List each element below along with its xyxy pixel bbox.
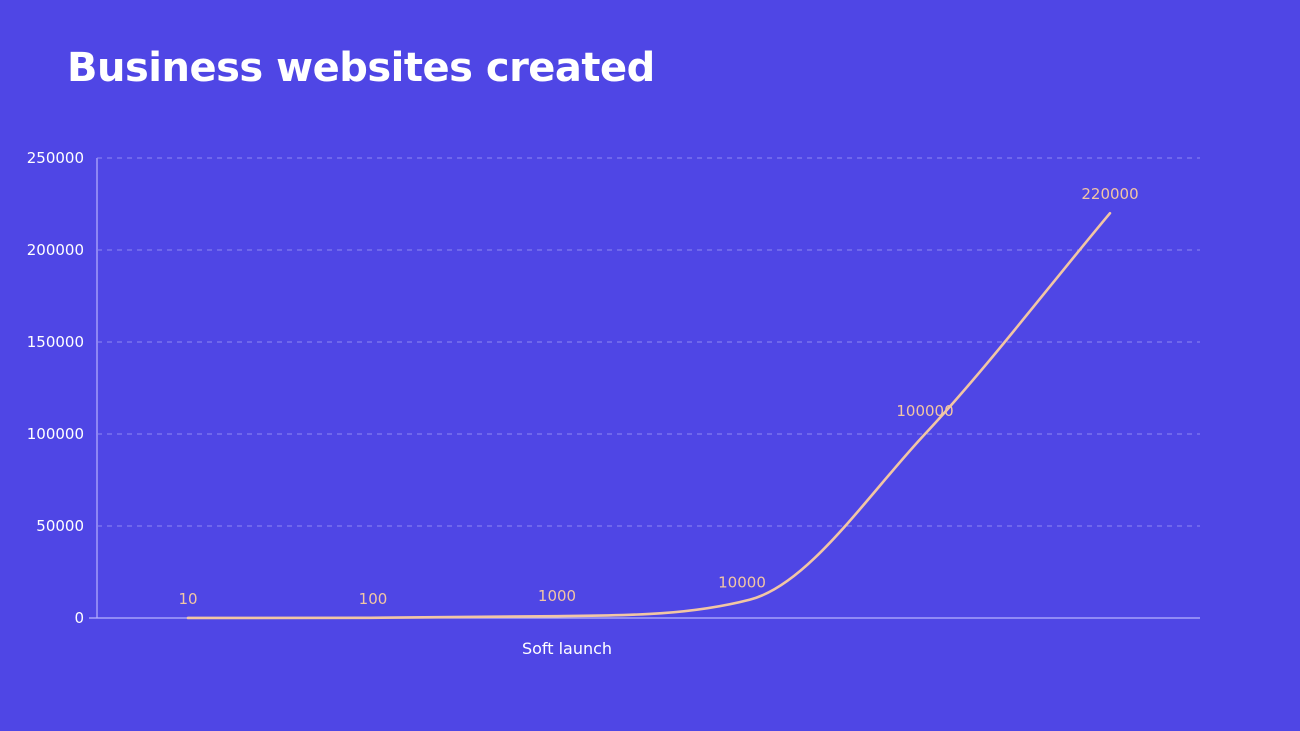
data-label: 10 (178, 590, 197, 608)
y-tick-label: 250000 (27, 149, 84, 167)
series-line (186, 211, 1112, 620)
data-label: 100000 (896, 402, 953, 420)
y-tick-label: 50000 (36, 517, 84, 535)
page-title: Business websites created (67, 45, 655, 91)
data-label: 10000 (718, 574, 766, 592)
data-label: 100 (359, 590, 388, 608)
y-tick-label: 200000 (27, 241, 84, 259)
y-tick-label: 100000 (27, 425, 84, 443)
data-label: 1000 (538, 587, 576, 605)
y-tick-label: 150000 (27, 333, 84, 351)
data-label: 220000 (1081, 185, 1138, 203)
y-tick-label: 0 (74, 609, 84, 627)
x-tick-label: Soft launch (522, 639, 612, 658)
